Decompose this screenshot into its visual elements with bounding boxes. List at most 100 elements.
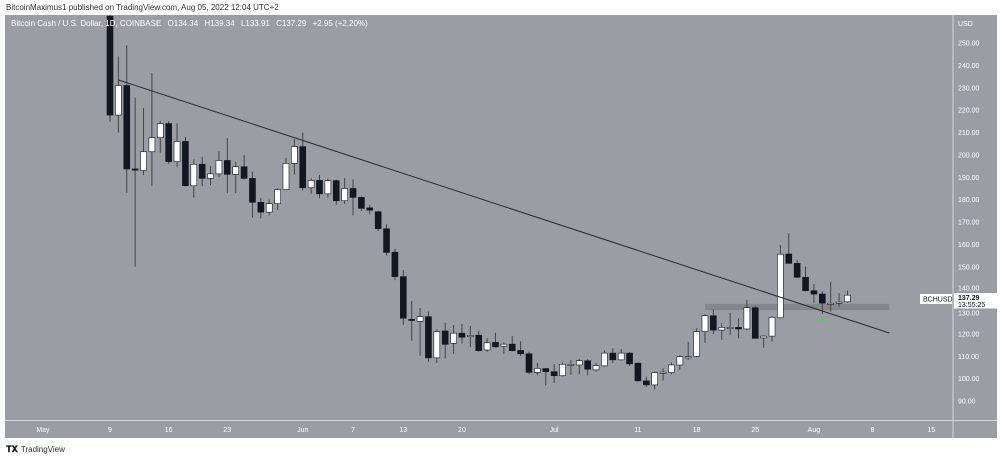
time-tick-label: 11 bbox=[634, 427, 641, 434]
candle bbox=[584, 359, 591, 376]
candle bbox=[467, 326, 474, 348]
price-axis[interactable] bbox=[953, 15, 997, 420]
candle bbox=[634, 362, 642, 382]
candle-body-down bbox=[131, 168, 139, 171]
candle bbox=[475, 330, 483, 352]
tradingview-logo[interactable]: 𝐓𝐗 TradingView bbox=[6, 444, 65, 455]
candle-body-up bbox=[844, 294, 851, 303]
time-tick-label: 7 bbox=[351, 427, 355, 434]
candle bbox=[659, 368, 667, 381]
candle-body-down bbox=[793, 263, 801, 278]
candle-body-down bbox=[802, 276, 809, 291]
candle bbox=[517, 341, 524, 357]
candle bbox=[760, 335, 767, 348]
time-tick-label: 8 bbox=[871, 427, 875, 434]
trendline bbox=[118, 79, 890, 334]
chart-pane[interactable] bbox=[5, 15, 953, 420]
candle-body-down bbox=[165, 123, 172, 162]
candle-body-up bbox=[500, 343, 508, 347]
candle-body-up bbox=[274, 189, 281, 204]
time-tick-label: 9 bbox=[108, 427, 112, 434]
candle bbox=[726, 312, 734, 335]
candle bbox=[131, 97, 139, 267]
candle bbox=[324, 178, 332, 198]
candle bbox=[349, 179, 357, 216]
candle-body-down bbox=[383, 228, 390, 253]
price-tick-label: 240.00 bbox=[958, 63, 980, 70]
candle bbox=[156, 121, 164, 153]
candle-body-up bbox=[760, 335, 767, 339]
candle bbox=[408, 300, 415, 341]
candle-body-down bbox=[332, 180, 340, 202]
candle-body-down bbox=[584, 360, 591, 370]
candle-body-up bbox=[282, 163, 290, 190]
candle-body-down bbox=[735, 327, 742, 330]
candle-body-down bbox=[123, 85, 131, 170]
candle bbox=[710, 309, 717, 335]
candle bbox=[249, 171, 256, 218]
time-tick-label: Jul bbox=[550, 427, 559, 434]
legend-open: O134.34 bbox=[167, 19, 199, 28]
candle bbox=[827, 281, 834, 312]
candle-body-down bbox=[249, 178, 256, 203]
candle bbox=[542, 368, 550, 386]
candle-body-down bbox=[609, 352, 617, 361]
candle-body-down bbox=[785, 253, 793, 264]
price-tick-label: 170.00 bbox=[958, 220, 980, 227]
candle bbox=[282, 157, 290, 190]
candle-body-down bbox=[182, 141, 189, 187]
brand-name: TradingView bbox=[20, 445, 65, 454]
candle-body-down bbox=[634, 362, 642, 382]
price-tick-label: 90.00 bbox=[958, 399, 976, 406]
candle-body-down bbox=[517, 350, 524, 355]
arrow-up-icon bbox=[819, 317, 826, 322]
price-tick-label: 180.00 bbox=[958, 197, 980, 204]
candle bbox=[643, 376, 650, 387]
candle-body-up bbox=[668, 364, 675, 373]
candle-body-down bbox=[106, 15, 114, 116]
candle bbox=[751, 305, 759, 339]
candle-body-up bbox=[190, 163, 198, 187]
candle bbox=[307, 178, 315, 194]
candle bbox=[207, 166, 214, 186]
candle bbox=[508, 336, 516, 352]
price-axis-unit: USD bbox=[958, 21, 973, 28]
candle bbox=[291, 139, 298, 175]
candle-body-down bbox=[257, 202, 265, 213]
candle-body-up bbox=[693, 331, 700, 357]
candle-body-up bbox=[433, 331, 441, 359]
price-tick-label: 130.00 bbox=[958, 311, 980, 318]
publish-info: BitcoinMaximus1 published on TradingView… bbox=[6, 3, 279, 12]
candle bbox=[115, 56, 122, 133]
candle-body-up bbox=[575, 360, 583, 366]
candle bbox=[617, 349, 625, 361]
candle-body-up bbox=[768, 317, 776, 337]
candle bbox=[743, 299, 751, 331]
candle-body-up bbox=[651, 372, 659, 386]
symbol-label: BCHUSD bbox=[923, 297, 953, 304]
candle-body-down bbox=[366, 207, 374, 211]
candle bbox=[173, 123, 181, 167]
candle-body-up bbox=[483, 342, 491, 351]
candle bbox=[374, 210, 382, 231]
candle bbox=[383, 224, 390, 256]
candle bbox=[810, 283, 818, 303]
candle-body-up bbox=[307, 180, 315, 189]
time-tick-label: 20 bbox=[458, 427, 466, 434]
candle-body-up bbox=[617, 352, 625, 361]
candle-body-up bbox=[324, 180, 332, 195]
candle-body-up bbox=[207, 173, 214, 179]
candle-body-up bbox=[467, 335, 474, 337]
candle bbox=[341, 178, 348, 205]
candle-body-up bbox=[156, 123, 164, 138]
candle-body-down bbox=[458, 332, 466, 338]
candle-body-down bbox=[542, 368, 550, 372]
candle-body-up bbox=[701, 315, 709, 332]
candle-body-down bbox=[240, 166, 248, 179]
time-axis[interactable] bbox=[5, 421, 997, 438]
candle bbox=[332, 179, 340, 205]
candle bbox=[575, 359, 583, 375]
candle bbox=[366, 205, 374, 215]
candle bbox=[785, 233, 793, 264]
